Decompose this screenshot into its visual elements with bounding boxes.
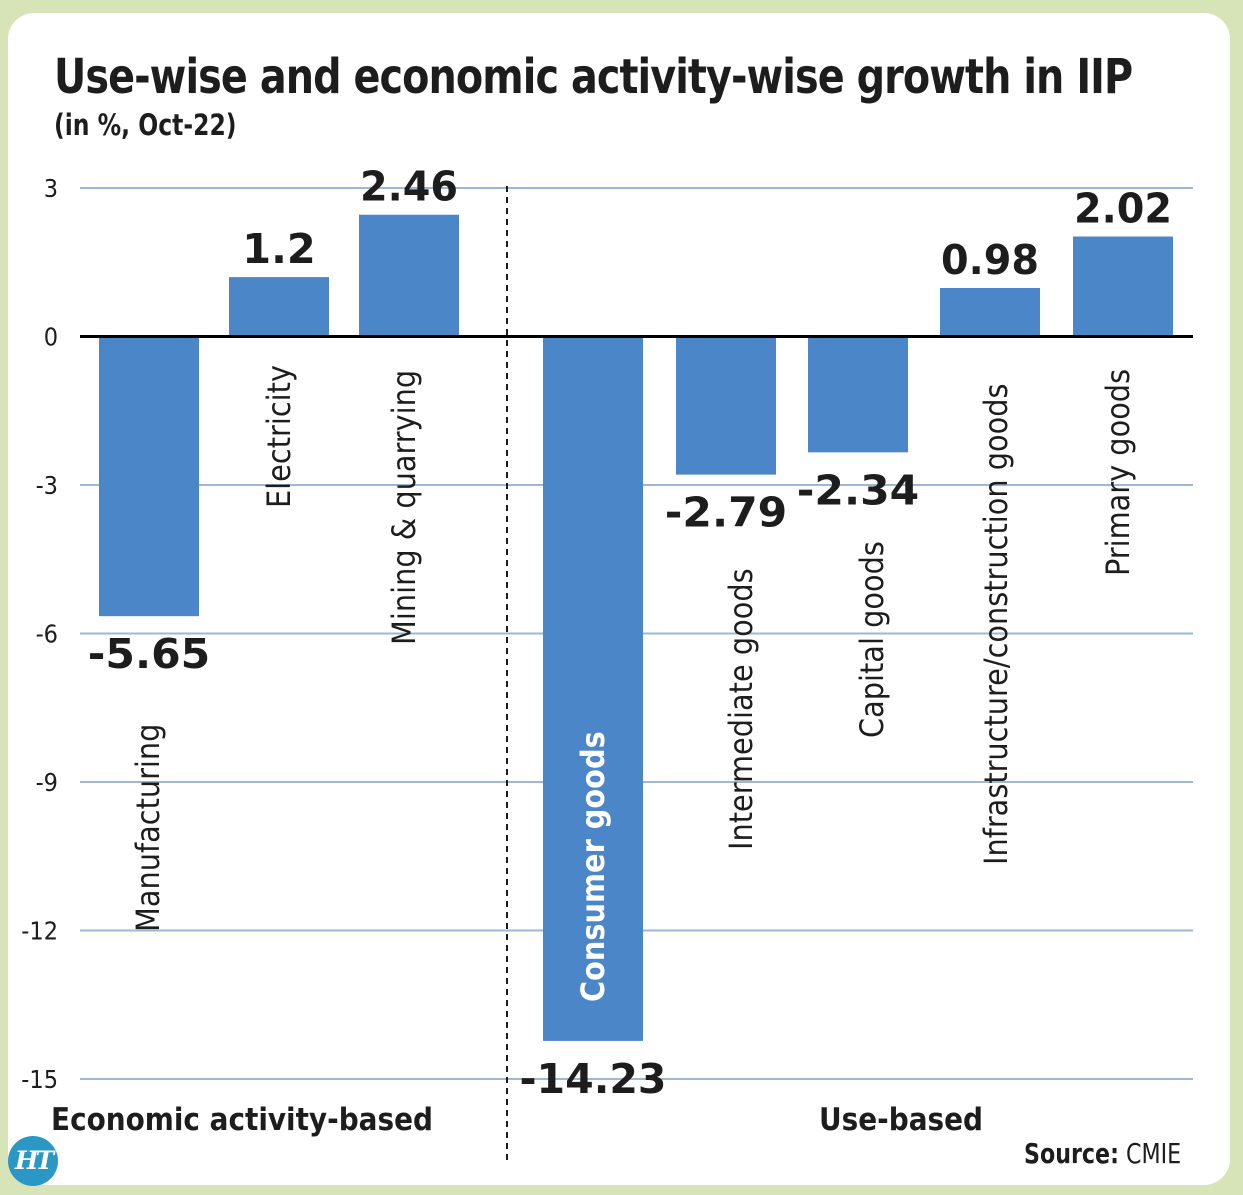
category-label: Infrastructure/construction goods [977, 383, 1015, 865]
ht-logo: HT [8, 1136, 58, 1186]
y-tick-label: -9 [36, 768, 58, 797]
chart-subtitle: (in %, Oct-22) [54, 108, 237, 142]
category-label: Consumer goods [574, 731, 612, 1002]
value-label: 2.02 [1074, 185, 1172, 233]
source-label: Source: [1024, 1137, 1119, 1170]
value-label: 2.46 [360, 163, 458, 211]
value-label: 1.2 [242, 225, 316, 273]
y-tick-label: -12 [21, 917, 58, 946]
group-label: Use-based [819, 1102, 983, 1138]
value-label: -2.79 [665, 489, 788, 537]
value-label: 0.98 [941, 236, 1039, 284]
y-tick-label: 0 [44, 323, 58, 352]
y-tick-label: -6 [36, 620, 58, 649]
chart-title: Use-wise and economic activity-wise grow… [54, 49, 1133, 105]
group-label: Economic activity-based [51, 1102, 433, 1138]
category-label: Capital goods [853, 541, 891, 738]
category-label: Primary goods [1099, 369, 1137, 576]
source-note: Source: CMIE [1024, 1140, 1181, 1168]
y-tick-label: -15 [21, 1065, 58, 1094]
bar [940, 287, 1040, 337]
y-tick-label: 3 [44, 174, 58, 203]
bar [543, 336, 643, 1041]
bar [676, 336, 776, 475]
value-label: -14.23 [520, 1055, 667, 1103]
bar [359, 214, 459, 337]
source-value: CMIE [1126, 1137, 1182, 1170]
y-tick-label: -3 [36, 471, 58, 500]
category-label: Mining & quarrying [385, 370, 423, 645]
category-label: Intermediate goods [722, 568, 760, 850]
category-label: Electricity [260, 365, 298, 508]
bar [99, 336, 199, 617]
value-label: -2.34 [797, 466, 920, 514]
bar [229, 277, 329, 337]
bar [1073, 236, 1173, 337]
value-label: -5.65 [88, 630, 211, 678]
bar [808, 336, 908, 453]
category-label: Manufacturing [129, 724, 167, 932]
